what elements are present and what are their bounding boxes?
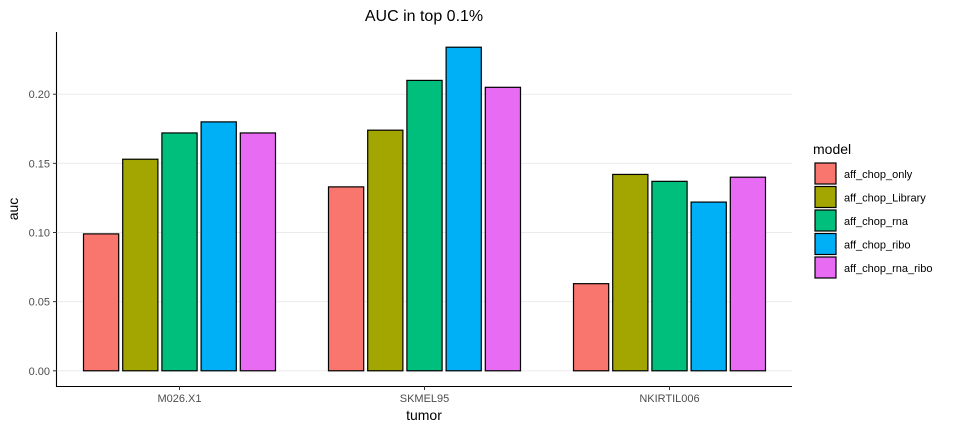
bar (327, 186, 365, 372)
legend-label: aff_chop_ribo (844, 240, 910, 252)
bar (161, 132, 198, 372)
y-ticks: 0.00 0.05 0.10 0.15 0.20 (29, 89, 57, 378)
bar (122, 158, 159, 372)
bars (82, 46, 767, 372)
bar (200, 121, 237, 372)
legend-swatch (814, 232, 837, 256)
y-tick-label: 0.05 (29, 297, 50, 309)
bar (239, 132, 277, 372)
bar (572, 283, 610, 372)
x-tick-label: M026.X1 (157, 393, 201, 405)
bar (484, 86, 522, 372)
y-tick-label: 0.00 (29, 366, 50, 378)
y-tick-label: 0.10 (29, 228, 50, 240)
bar (445, 46, 482, 372)
legend-items: aff_chop_only aff_chop_Library aff_chop_rn… (814, 162, 932, 279)
x-tick-label: NKIRTIL006 (639, 393, 699, 405)
legend-label: aff_chop_only (844, 169, 913, 181)
bar (406, 79, 443, 372)
x-ticks: M026.X1 SKMEL95 NKIRTIL006 (157, 386, 700, 405)
y-tick-label: 0.15 (29, 158, 50, 170)
bar (690, 201, 727, 372)
legend-title: model (813, 141, 851, 157)
legend-swatch (814, 185, 837, 209)
x-axis-title: tumor (406, 407, 442, 423)
bar (367, 129, 404, 372)
legend-swatch (814, 162, 837, 185)
legend: model aff_chop_onlyaff_chop_Libraryaff_c… (813, 141, 932, 279)
x-tick-label: SKMEL95 (400, 393, 450, 405)
bar (82, 233, 120, 372)
chart-title: AUC in top 0.1% (365, 8, 483, 25)
y-tick-label: 0.20 (29, 89, 50, 101)
legend-swatch (814, 256, 837, 279)
legend-label: aff_chop_rna_ribo (844, 263, 932, 275)
legend-swatch (814, 209, 837, 232)
bar (729, 176, 767, 372)
legend-label: aff_chop_Library (844, 193, 926, 205)
bar (651, 180, 688, 372)
y-axis-title: auc (5, 198, 21, 221)
bar (612, 173, 649, 372)
legend-label: aff_chop_rna (844, 216, 909, 228)
